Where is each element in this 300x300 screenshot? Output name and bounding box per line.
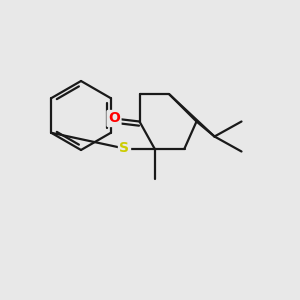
Text: S: S	[119, 142, 130, 155]
Text: O: O	[108, 112, 120, 125]
